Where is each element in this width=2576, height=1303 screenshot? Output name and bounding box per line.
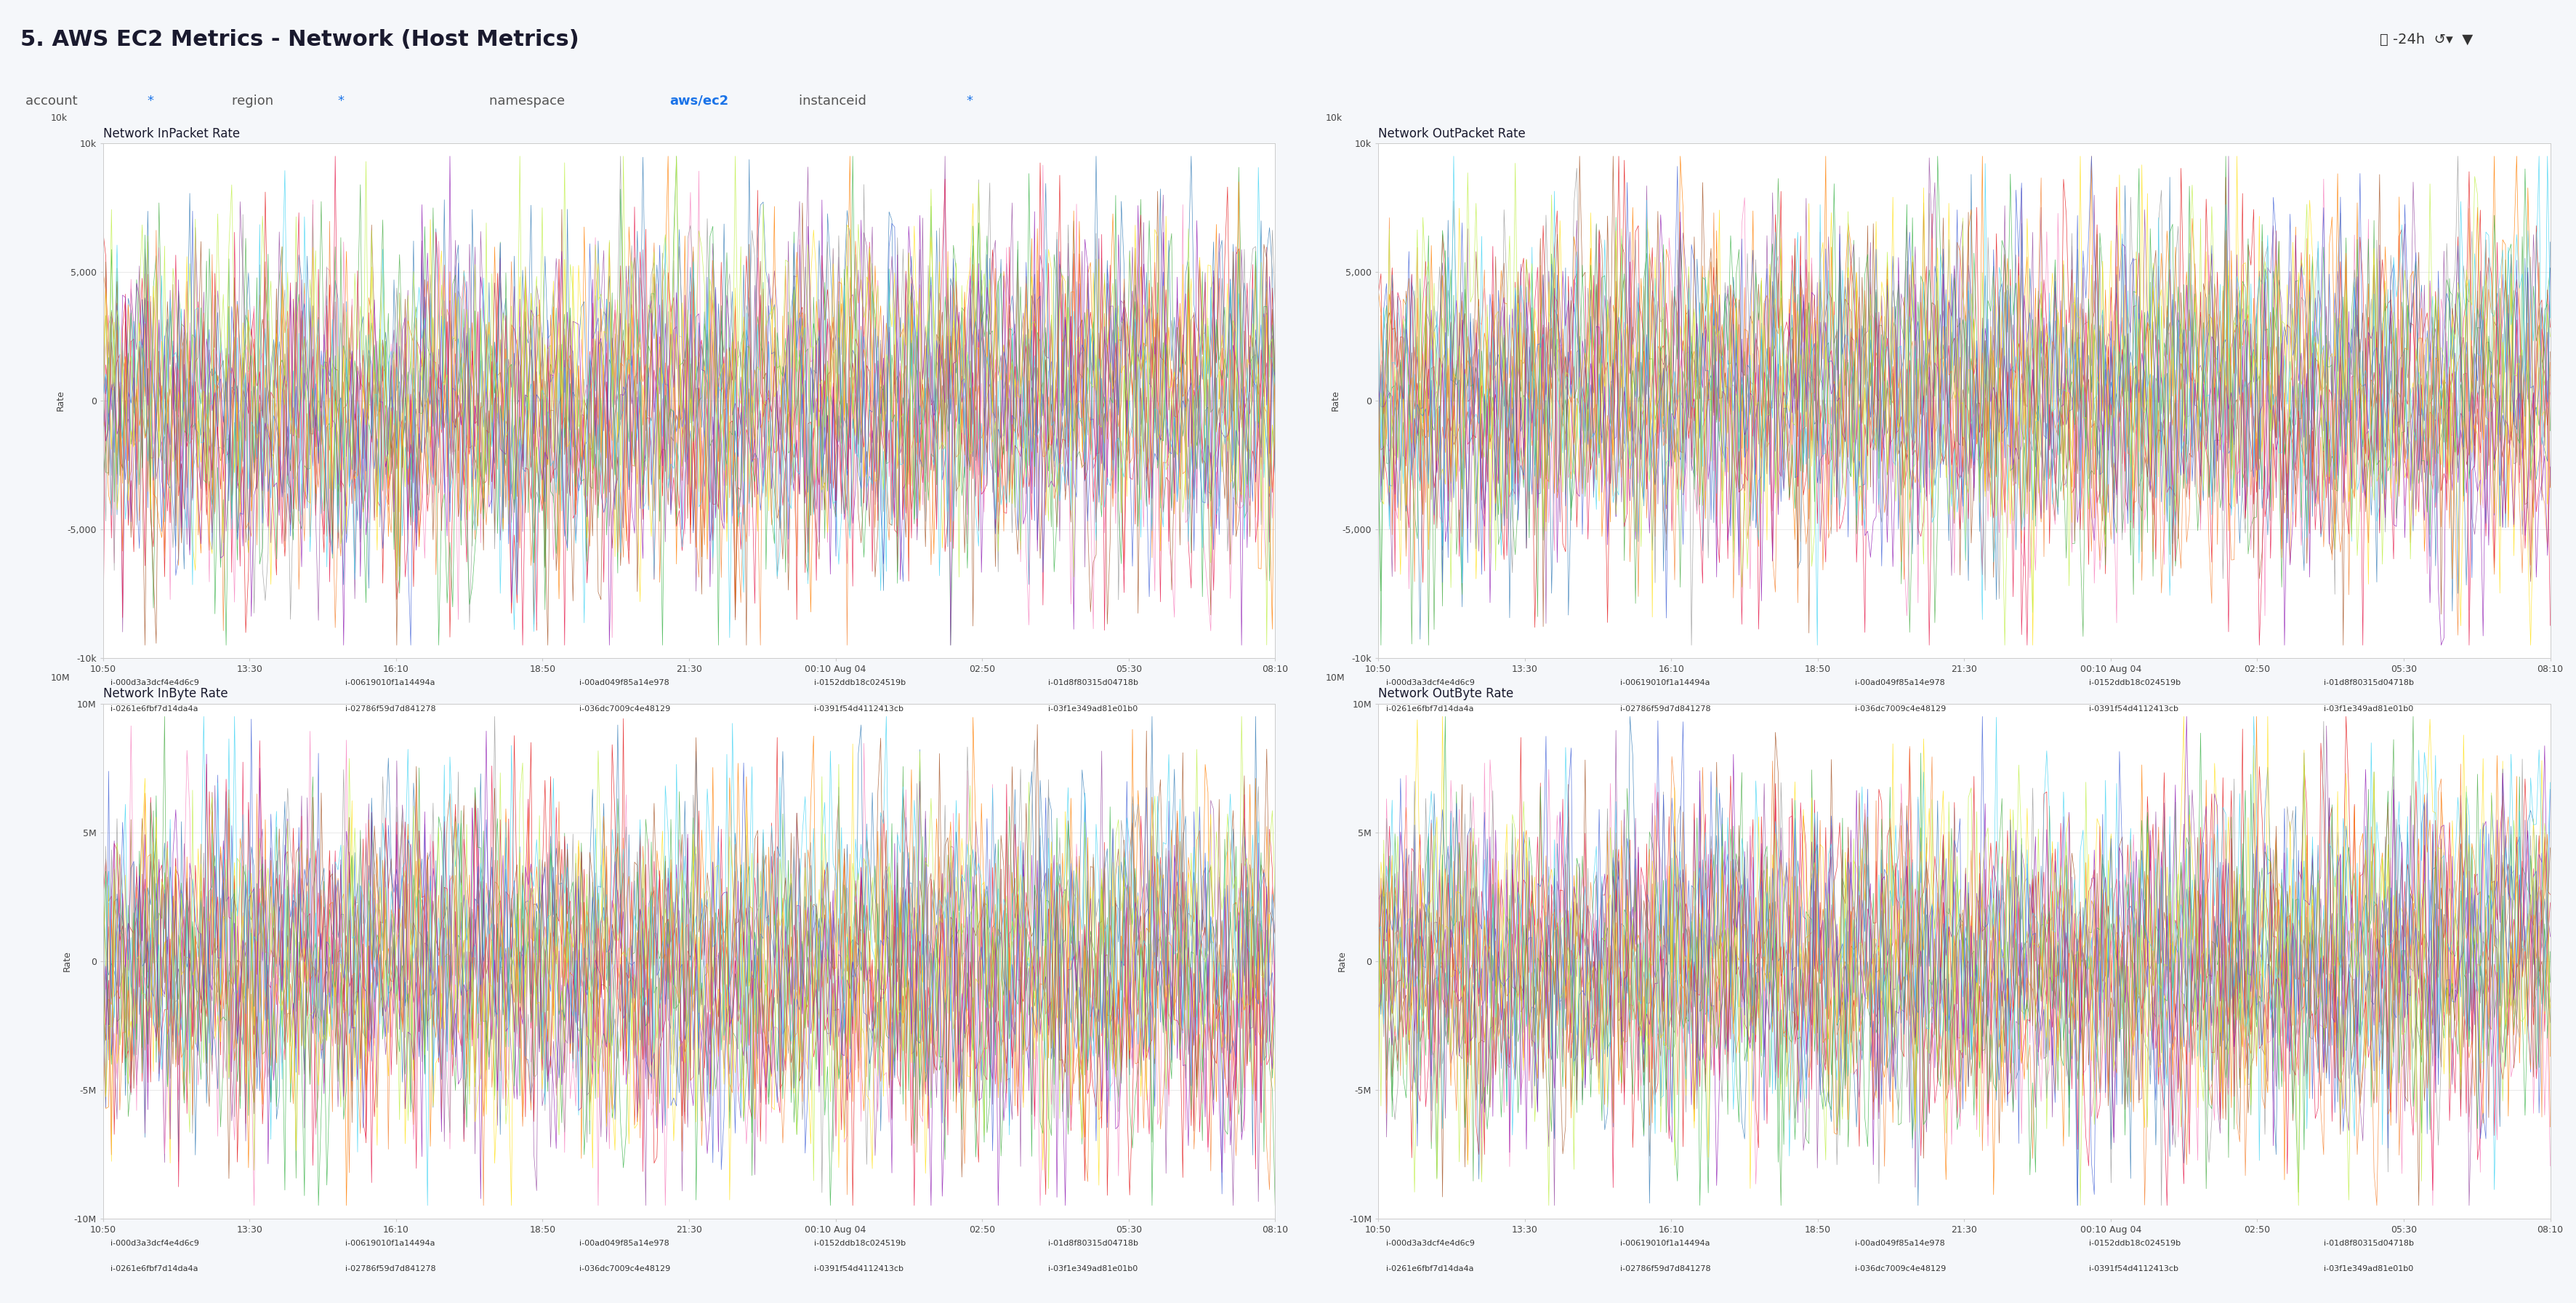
Text: i-00ad049f85a14e978: i-00ad049f85a14e978 [580, 679, 670, 687]
Text: account: account [26, 94, 82, 108]
Text: i-00ad049f85a14e978: i-00ad049f85a14e978 [1855, 1239, 1945, 1247]
Text: i-0391f54d4112413cb: i-0391f54d4112413cb [814, 1265, 904, 1273]
Y-axis label: Rate: Rate [57, 390, 64, 412]
Text: i-0261e6fbf7d14da4a: i-0261e6fbf7d14da4a [1386, 1265, 1473, 1273]
Text: instanceid: instanceid [799, 94, 871, 108]
Text: i-01d8f80315d04718b: i-01d8f80315d04718b [1048, 1239, 1139, 1247]
Text: i-03f1e349ad81e01b0: i-03f1e349ad81e01b0 [1048, 1265, 1139, 1273]
Text: i-00ad049f85a14e978: i-00ad049f85a14e978 [580, 1239, 670, 1247]
Text: i-02786f59d7d841278: i-02786f59d7d841278 [345, 705, 435, 713]
Text: i-01d8f80315d04718b: i-01d8f80315d04718b [2324, 679, 2414, 687]
Text: i-0152ddb18c024519b: i-0152ddb18c024519b [814, 1239, 907, 1247]
Text: Network InPacket Rate: Network InPacket Rate [103, 128, 240, 141]
Text: i-036dc7009c4e48129: i-036dc7009c4e48129 [1855, 705, 1945, 713]
Text: Network OutPacket Rate: Network OutPacket Rate [1378, 128, 1525, 141]
Text: i-02786f59d7d841278: i-02786f59d7d841278 [1620, 705, 1710, 713]
Text: i-00619010f1a14494a: i-00619010f1a14494a [345, 1239, 435, 1247]
Y-axis label: Rate: Rate [1337, 950, 1347, 972]
Text: Network InByte Rate: Network InByte Rate [103, 688, 227, 701]
Text: i-0261e6fbf7d14da4a: i-0261e6fbf7d14da4a [111, 705, 198, 713]
Text: *: * [966, 94, 974, 108]
Text: i-0391f54d4112413cb: i-0391f54d4112413cb [2089, 1265, 2179, 1273]
Text: aws/ec2: aws/ec2 [670, 94, 729, 108]
Text: *: * [337, 94, 345, 108]
Text: i-0391f54d4112413cb: i-0391f54d4112413cb [2089, 705, 2179, 713]
Text: i-0261e6fbf7d14da4a: i-0261e6fbf7d14da4a [1386, 705, 1473, 713]
Text: i-000d3a3dcf4e4d6c9: i-000d3a3dcf4e4d6c9 [1386, 679, 1473, 687]
Text: i-000d3a3dcf4e4d6c9: i-000d3a3dcf4e4d6c9 [111, 679, 198, 687]
Y-axis label: Rate: Rate [62, 950, 72, 972]
Text: i-00619010f1a14494a: i-00619010f1a14494a [1620, 1239, 1710, 1247]
Text: i-0391f54d4112413cb: i-0391f54d4112413cb [814, 705, 904, 713]
Text: i-02786f59d7d841278: i-02786f59d7d841278 [1620, 1265, 1710, 1273]
Text: i-0152ddb18c024519b: i-0152ddb18c024519b [2089, 1239, 2182, 1247]
Text: 10k: 10k [1327, 113, 1342, 122]
Text: i-01d8f80315d04718b: i-01d8f80315d04718b [1048, 679, 1139, 687]
Text: i-0152ddb18c024519b: i-0152ddb18c024519b [2089, 679, 2182, 687]
Text: i-000d3a3dcf4e4d6c9: i-000d3a3dcf4e4d6c9 [1386, 1239, 1473, 1247]
Text: 10M: 10M [1327, 674, 1345, 683]
Text: ⏱ -24h  ↺▾  ▼: ⏱ -24h ↺▾ ▼ [2380, 33, 2473, 47]
Text: i-00619010f1a14494a: i-00619010f1a14494a [1620, 679, 1710, 687]
Text: 10k: 10k [52, 113, 67, 122]
Text: i-036dc7009c4e48129: i-036dc7009c4e48129 [580, 1265, 670, 1273]
Text: 10M: 10M [52, 674, 70, 683]
Text: namespace: namespace [489, 94, 569, 108]
Text: i-02786f59d7d841278: i-02786f59d7d841278 [345, 1265, 435, 1273]
Text: Network OutByte Rate: Network OutByte Rate [1378, 688, 1515, 701]
Y-axis label: Rate: Rate [1332, 390, 1340, 412]
Text: i-00619010f1a14494a: i-00619010f1a14494a [345, 679, 435, 687]
Text: i-03f1e349ad81e01b0: i-03f1e349ad81e01b0 [2324, 705, 2414, 713]
Text: 5. AWS EC2 Metrics - Network (Host Metrics): 5. AWS EC2 Metrics - Network (Host Metri… [21, 29, 580, 50]
Text: i-01d8f80315d04718b: i-01d8f80315d04718b [2324, 1239, 2414, 1247]
Text: i-0261e6fbf7d14da4a: i-0261e6fbf7d14da4a [111, 1265, 198, 1273]
Text: i-0152ddb18c024519b: i-0152ddb18c024519b [814, 679, 907, 687]
Text: i-036dc7009c4e48129: i-036dc7009c4e48129 [1855, 1265, 1945, 1273]
Text: i-036dc7009c4e48129: i-036dc7009c4e48129 [580, 705, 670, 713]
Text: i-03f1e349ad81e01b0: i-03f1e349ad81e01b0 [1048, 705, 1139, 713]
Text: i-03f1e349ad81e01b0: i-03f1e349ad81e01b0 [2324, 1265, 2414, 1273]
Text: i-000d3a3dcf4e4d6c9: i-000d3a3dcf4e4d6c9 [111, 1239, 198, 1247]
Text: *: * [147, 94, 155, 108]
Text: region: region [232, 94, 278, 108]
Text: i-00ad049f85a14e978: i-00ad049f85a14e978 [1855, 679, 1945, 687]
